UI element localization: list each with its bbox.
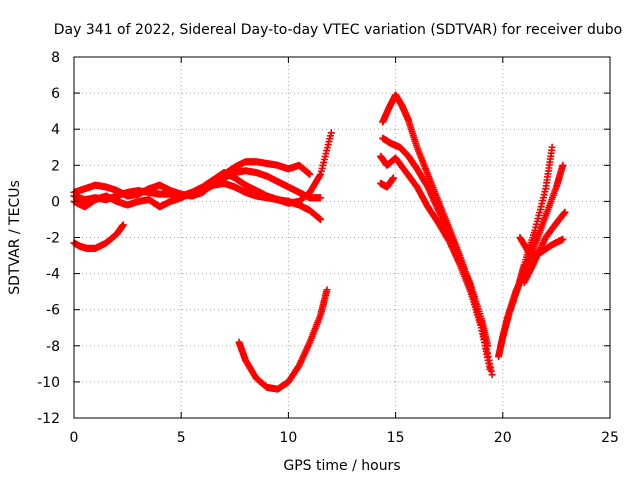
y-tick-label: -10	[37, 375, 60, 391]
data-point	[317, 215, 325, 223]
x-tick-label: 25	[601, 430, 619, 446]
y-tick-label: -4	[46, 267, 60, 283]
x-tick-label: 20	[494, 430, 512, 446]
x-tick-label: 10	[279, 430, 297, 446]
series-track-g	[379, 91, 496, 379]
data-point	[306, 170, 314, 178]
chart-title: Day 341 of 2022, Sidereal Day-to-day VTE…	[54, 22, 622, 38]
x-tick-label: 5	[177, 430, 186, 446]
data-point	[488, 371, 496, 379]
y-tick-label: 6	[51, 86, 60, 102]
data-point	[548, 143, 556, 151]
data-point	[486, 365, 494, 373]
data-point	[559, 235, 567, 243]
data-marks	[70, 91, 569, 393]
x-axis-label: GPS time / hours	[283, 458, 400, 474]
data-point	[389, 174, 397, 182]
series-track-n	[520, 208, 569, 287]
y-tick-label: -2	[46, 231, 60, 247]
series-track-e	[188, 167, 325, 202]
data-point	[323, 286, 331, 294]
axis-ticks: 0 5 10 15 20 25 -12 -10 -8 -6 -4 -2 0 2 4 6 8	[37, 50, 619, 446]
grid-lines	[74, 57, 610, 418]
y-tick-label: 4	[51, 122, 60, 138]
y-tick-label: -8	[46, 339, 60, 355]
series-track-d	[70, 221, 127, 252]
y-tick-label: 8	[51, 50, 60, 66]
data-point	[317, 194, 325, 202]
y-tick-label: -6	[46, 303, 60, 319]
data-point	[561, 208, 569, 216]
y-axis-label: SDTVAR / TECUs	[7, 180, 23, 295]
x-tick-label: 0	[70, 430, 79, 446]
data-point	[119, 221, 127, 229]
series-track-j	[377, 174, 397, 191]
y-tick-label: -12	[37, 411, 60, 427]
data-point	[559, 161, 567, 169]
series-track-i	[377, 152, 494, 373]
y-tick-label: 2	[51, 158, 60, 174]
x-tick-label: 15	[387, 430, 405, 446]
data-point	[327, 129, 335, 137]
series-track-c	[70, 169, 325, 223]
series-track-f	[235, 286, 331, 393]
y-tick-label: 0	[51, 194, 60, 210]
